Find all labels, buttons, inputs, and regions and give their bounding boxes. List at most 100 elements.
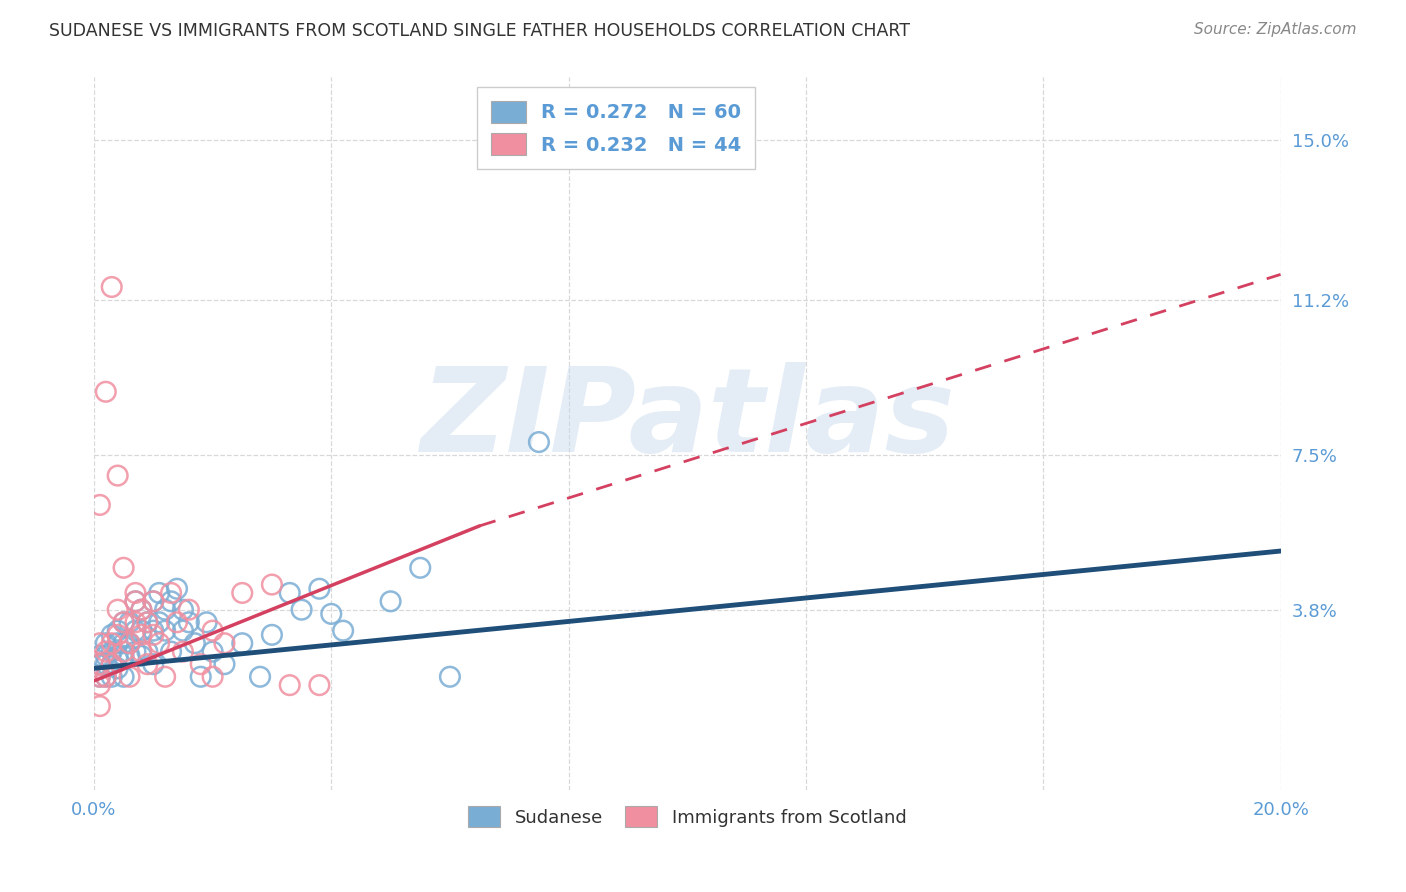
Point	[201, 624, 224, 638]
Point	[231, 586, 253, 600]
Point	[89, 678, 111, 692]
Point	[124, 594, 146, 608]
Point	[136, 657, 159, 672]
Point	[112, 561, 135, 575]
Point	[94, 670, 117, 684]
Point	[142, 594, 165, 608]
Point	[527, 435, 550, 450]
Point	[260, 577, 283, 591]
Point	[100, 636, 122, 650]
Point	[89, 670, 111, 684]
Point	[94, 645, 117, 659]
Point	[107, 648, 129, 663]
Point	[142, 657, 165, 672]
Point	[195, 615, 218, 630]
Point	[107, 628, 129, 642]
Point	[112, 645, 135, 659]
Text: ZIPatlas: ZIPatlas	[420, 362, 955, 477]
Point	[160, 594, 183, 608]
Point	[124, 624, 146, 638]
Point	[148, 615, 170, 630]
Point	[100, 670, 122, 684]
Point	[308, 678, 330, 692]
Point	[100, 280, 122, 294]
Point	[118, 670, 141, 684]
Point	[136, 615, 159, 630]
Point	[112, 670, 135, 684]
Point	[409, 561, 432, 575]
Point	[172, 624, 194, 638]
Point	[118, 636, 141, 650]
Point	[89, 498, 111, 512]
Point	[100, 657, 122, 672]
Point	[107, 636, 129, 650]
Point	[308, 582, 330, 596]
Point	[118, 636, 141, 650]
Point	[100, 657, 122, 672]
Point	[177, 615, 200, 630]
Point	[131, 628, 153, 642]
Point	[148, 636, 170, 650]
Point	[166, 615, 188, 630]
Point	[278, 678, 301, 692]
Point	[321, 607, 343, 621]
Point	[89, 636, 111, 650]
Point	[148, 586, 170, 600]
Point	[131, 645, 153, 659]
Point	[278, 586, 301, 600]
Point	[153, 603, 176, 617]
Point	[112, 636, 135, 650]
Point	[89, 657, 111, 672]
Point	[142, 594, 165, 608]
Point	[153, 670, 176, 684]
Point	[291, 603, 314, 617]
Text: SUDANESE VS IMMIGRANTS FROM SCOTLAND SINGLE FATHER HOUSEHOLDS CORRELATION CHART: SUDANESE VS IMMIGRANTS FROM SCOTLAND SIN…	[49, 22, 910, 40]
Point	[100, 645, 122, 659]
Point	[107, 603, 129, 617]
Point	[190, 657, 212, 672]
Point	[94, 670, 117, 684]
Point	[231, 636, 253, 650]
Point	[89, 670, 111, 684]
Point	[131, 603, 153, 617]
Point	[214, 636, 236, 650]
Point	[124, 615, 146, 630]
Point	[89, 657, 111, 672]
Point	[107, 468, 129, 483]
Point	[94, 636, 117, 650]
Point	[172, 603, 194, 617]
Point	[124, 645, 146, 659]
Point	[131, 603, 153, 617]
Point	[136, 615, 159, 630]
Point	[94, 657, 117, 672]
Point	[380, 594, 402, 608]
Point	[439, 670, 461, 684]
Point	[124, 586, 146, 600]
Point	[172, 645, 194, 659]
Point	[100, 628, 122, 642]
Point	[94, 384, 117, 399]
Point	[160, 645, 183, 659]
Point	[177, 603, 200, 617]
Point	[131, 624, 153, 638]
Point	[124, 594, 146, 608]
Point	[118, 615, 141, 630]
Point	[160, 586, 183, 600]
Point	[332, 624, 354, 638]
Point	[153, 624, 176, 638]
Point	[214, 657, 236, 672]
Point	[166, 582, 188, 596]
Point	[142, 628, 165, 642]
Point	[112, 615, 135, 630]
Point	[142, 624, 165, 638]
Point	[136, 645, 159, 659]
Legend: Sudanese, Immigrants from Scotland: Sudanese, Immigrants from Scotland	[461, 799, 914, 834]
Point	[190, 670, 212, 684]
Point	[184, 636, 207, 650]
Point	[89, 699, 111, 714]
Point	[107, 661, 129, 675]
Text: Source: ZipAtlas.com: Source: ZipAtlas.com	[1194, 22, 1357, 37]
Point	[107, 624, 129, 638]
Point	[131, 648, 153, 663]
Point	[112, 615, 135, 630]
